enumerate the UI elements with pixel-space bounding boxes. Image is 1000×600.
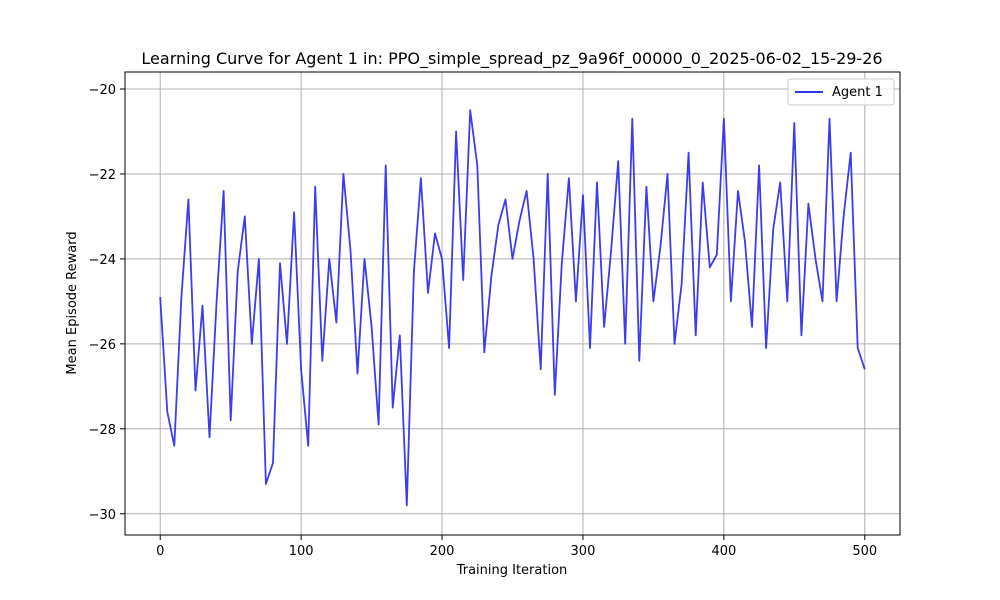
x-tick-label: 200: [430, 544, 455, 559]
y-tick-label: −28: [89, 423, 116, 438]
x-tick-label: 100: [289, 544, 314, 559]
x-tick-label: 300: [571, 544, 596, 559]
y-tick-label: −20: [89, 83, 116, 98]
chart-title: Learning Curve for Agent 1 in: PPO_simpl…: [141, 49, 882, 69]
y-tick-label: −26: [89, 338, 116, 353]
legend-entry-agent-1: Agent 1: [832, 85, 883, 100]
grid: [125, 72, 900, 535]
x-axis-ticks: 0 100 200 300 400 500: [156, 535, 877, 559]
y-axis-label: Mean Episode Reward: [65, 231, 80, 374]
x-axis-label: Training Iteration: [456, 563, 568, 578]
x-tick-label: 0: [156, 544, 164, 559]
series-layer: [159, 109, 866, 507]
y-tick-label: −30: [89, 508, 116, 523]
y-tick-label: −22: [89, 168, 116, 183]
x-tick-label: 400: [711, 544, 736, 559]
x-tick-label: 500: [852, 544, 877, 559]
legend-box: [787, 78, 895, 106]
plot-frame: [124, 71, 901, 536]
series-line-agent-1: [159, 109, 866, 507]
y-axis-ticks: −30 −28 −26 −24 −22 −20: [89, 83, 125, 523]
legend: Agent 1: [787, 78, 895, 106]
y-tick-label: −24: [89, 253, 116, 268]
